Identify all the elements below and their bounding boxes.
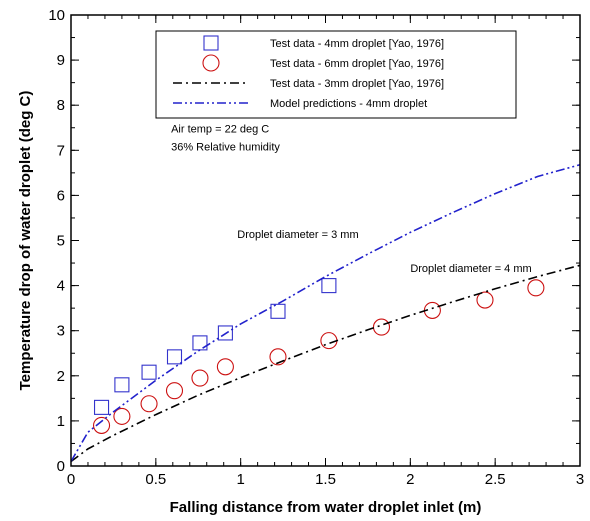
y-tick-label: 2 <box>57 368 65 385</box>
square-marker <box>192 335 208 351</box>
square-marker <box>270 303 286 319</box>
annotations: Air temp = 22 deg C 36% Relative humidity… <box>171 123 532 275</box>
circle-marker <box>92 416 111 434</box>
plot-frame <box>70 14 581 467</box>
x-tick-label: 0 <box>67 471 75 488</box>
series-2 <box>70 264 581 463</box>
x-axis-title: Falling distance from water droplet inle… <box>170 499 482 516</box>
circle-marker <box>527 279 545 297</box>
y-axis-title: Temperature drop of water droplet (deg C… <box>17 91 34 391</box>
square-marker <box>141 364 157 380</box>
circle-marker <box>140 395 158 413</box>
y-tick-label: 1 <box>57 413 65 430</box>
circle-marker <box>191 369 209 387</box>
axis-labels-layer: 0 0.5 1 1.5 2 2.5 3 0 1 2 3 4 5 6 7 8 9 10 <box>48 7 584 488</box>
series-layer <box>70 163 581 463</box>
y-tick-label: 6 <box>57 187 65 204</box>
y-tick-label: 4 <box>57 278 65 295</box>
legend-label: Model predictions - 4mm droplet <box>270 98 427 110</box>
annotation-text: 36% Relative humidity <box>171 141 280 153</box>
series-line <box>70 264 581 463</box>
x-tick-label: 1.5 <box>315 471 336 488</box>
square-marker <box>166 349 183 365</box>
y-tick-label: 8 <box>57 97 65 114</box>
series-3 <box>70 163 581 462</box>
circle-marker <box>216 358 234 376</box>
series-1 <box>92 279 545 434</box>
circle-marker <box>202 54 220 72</box>
x-tick-label: 1 <box>236 471 244 488</box>
y-tick-label: 10 <box>48 7 65 24</box>
legend: Test data - 4mm droplet [Yao, 1976] Test … <box>155 30 517 119</box>
legend-label: Test data - 3mm droplet [Yao, 1976] <box>270 78 444 90</box>
x-tick-label: 2 <box>406 471 414 488</box>
legend-label: Test data - 6mm droplet [Yao, 1976] <box>270 58 444 70</box>
circle-marker <box>372 318 391 336</box>
circle-marker <box>165 382 184 400</box>
y-tick-label: 0 <box>57 458 65 475</box>
y-tick-label: 3 <box>57 323 65 340</box>
y-tick-label: 9 <box>57 52 65 69</box>
series-0 <box>93 278 337 415</box>
x-tick-label: 2.5 <box>485 471 506 488</box>
y-tick-label: 7 <box>57 142 65 159</box>
circle-marker <box>476 291 494 309</box>
y-tick-label: 5 <box>57 233 65 250</box>
circle-marker <box>269 348 287 366</box>
series-line <box>70 163 581 462</box>
square-marker <box>217 325 233 341</box>
square-marker <box>114 377 130 393</box>
square-marker <box>203 35 219 51</box>
legend-box <box>155 30 517 119</box>
square-marker <box>93 399 110 415</box>
legend-label: Test data - 4mm droplet [Yao, 1976] <box>270 38 444 50</box>
x-tick-label: 3 <box>576 471 584 488</box>
annotation-text: Droplet diameter = 4 mm <box>410 263 531 275</box>
square-marker <box>321 278 337 294</box>
x-tick-label: 0.5 <box>145 471 166 488</box>
annotation-text: Air temp = 22 deg C <box>171 123 269 135</box>
circle-marker <box>113 407 131 425</box>
annotation-text: Droplet diameter = 3 mm <box>237 229 358 241</box>
circle-marker <box>320 332 338 350</box>
